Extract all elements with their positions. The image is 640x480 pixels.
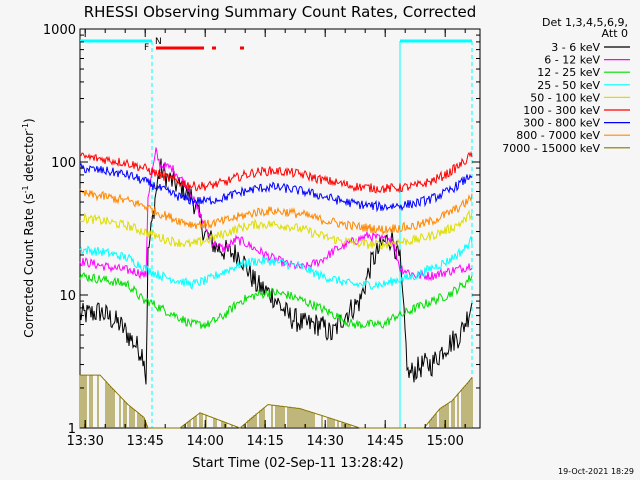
series-line-12-25-kev	[79, 272, 473, 329]
legend-label: 12 - 25 keV	[537, 66, 600, 79]
series-lines	[79, 147, 473, 429]
legend-label: 50 - 100 keV	[530, 91, 600, 104]
night-marker-label: N	[155, 37, 162, 47]
legend-header-line: Att 0	[602, 27, 628, 40]
legend-label: 3 - 6 keV	[551, 41, 600, 54]
y-axis-label: Corrected Count Rate (s-1 detector-1)	[21, 118, 36, 337]
series-line-3-6-kev	[79, 158, 473, 385]
x-axis-tick-label: 14:45	[366, 434, 403, 449]
night-edge-lines	[151, 41, 473, 428]
series-line-800-7000-kev	[79, 188, 473, 236]
marker-labels: F N	[144, 37, 162, 53]
y-axis-label-part: )	[22, 118, 36, 123]
activity-bars	[80, 39, 472, 50]
legend-label: 25 - 50 keV	[537, 79, 600, 92]
series-line-50-100-kev	[79, 209, 473, 250]
x-axis-tick-label: 14:30	[306, 434, 343, 449]
legend-label: 7000 - 15000 keV	[502, 142, 600, 155]
y-axis: 1 10 100 1000	[43, 23, 480, 437]
y-axis-tick-label: 1	[68, 422, 76, 437]
y-axis-tick-label: 1000	[43, 23, 76, 38]
y-axis-label-part: detector	[22, 131, 36, 186]
x-axis-tick-label: 14:15	[246, 434, 283, 449]
flare-marker-label: F	[144, 43, 149, 53]
x-axis-label: Start Time (02-Sep-11 13:28:42)	[192, 456, 403, 471]
series-line-100-300-kev	[79, 150, 473, 194]
x-axis-tick-label: 13:45	[126, 434, 163, 449]
legend-label: 300 - 800 keV	[523, 117, 600, 130]
legend-label: 800 - 7000 keV	[516, 129, 600, 142]
series-line-6-12-kev	[79, 147, 473, 282]
legend-header-line: Det 1,3,4,5,6,9,	[542, 16, 628, 29]
chart-title: RHESSI Observing Summary Count Rates, Co…	[84, 3, 477, 21]
y-axis-tick-label: 100	[51, 156, 76, 171]
series-line-25-50-kev	[79, 235, 473, 290]
y-axis-label-superscript: -1	[21, 185, 30, 193]
x-axis-tick-label: 15:00	[426, 434, 463, 449]
legend-label: 6 - 12 keV	[544, 54, 600, 67]
series-line-300-800-kev	[79, 162, 473, 213]
x-axis-tick-label: 14:00	[186, 434, 223, 449]
footer-timestamp: 19-Oct-2021 18:29	[558, 467, 634, 476]
y-axis-tick-label: 10	[59, 289, 76, 304]
y-axis-label-superscript: -1	[21, 123, 30, 131]
y-axis-label-part: Corrected Count Rate (s	[22, 193, 36, 337]
x-axis-tick-label: 13:30	[66, 434, 103, 449]
legend-label: 100 - 300 keV	[523, 104, 600, 117]
x-axis: 13:30 13:45 14:00 14:15 14:30 14:45 15:00	[66, 29, 466, 449]
